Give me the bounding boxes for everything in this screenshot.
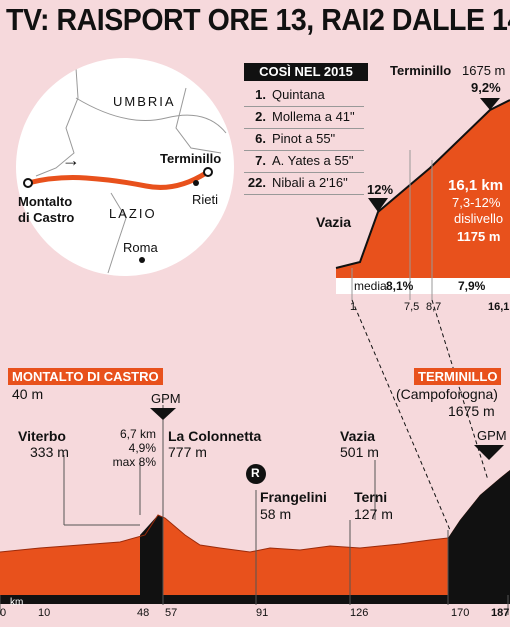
standings-pos: 7. bbox=[255, 153, 266, 168]
km-tick: 0 bbox=[0, 607, 7, 619]
profile-start-alt: 40 m bbox=[12, 386, 44, 402]
standings-text: A. Yates a 55" bbox=[272, 153, 354, 168]
place-colonnetta-name: La Colonnetta bbox=[168, 428, 262, 444]
climb1-length: 6,7 km bbox=[119, 427, 156, 441]
climb-summit-name: Terminillo bbox=[390, 63, 452, 78]
climb1-grade: 4,9% bbox=[128, 441, 156, 455]
climb-avg: 8,1% bbox=[386, 279, 414, 293]
km-tick: 170 bbox=[451, 607, 470, 619]
climb-km-2: 7,5 bbox=[404, 301, 420, 313]
map-lines bbox=[23, 67, 227, 274]
climb-max-grade: 9,2% bbox=[471, 80, 501, 95]
standings-text: Quintana bbox=[272, 87, 325, 102]
map-region-lazio: LAZIO bbox=[109, 206, 157, 221]
place-viterbo-name: Viterbo bbox=[18, 428, 66, 444]
climb-km-3: 8,7 bbox=[426, 301, 442, 313]
r-marker-icon: R bbox=[251, 466, 260, 480]
profile-start-name: MONTALTO DI CASTRO bbox=[8, 368, 163, 385]
km-tick: 48 bbox=[137, 607, 150, 619]
map-finish-label: Terminillo bbox=[160, 151, 222, 166]
standings-row: 6. Pinot a 55" bbox=[244, 128, 364, 151]
climb-start-name: Vazia bbox=[316, 214, 352, 230]
standings-pos: 1. bbox=[255, 87, 266, 102]
place-vazia-alt: 501 m bbox=[340, 444, 379, 460]
map-city-rieti: Rieti bbox=[192, 192, 219, 207]
place-vazia-name: Vazia bbox=[340, 428, 376, 444]
km-tick: 91 bbox=[256, 607, 269, 619]
map-city-roma: Roma bbox=[123, 240, 158, 255]
standings-title: COSÌ NEL 2015 bbox=[244, 63, 368, 81]
standings-text: Nibali a 2'16" bbox=[272, 175, 348, 190]
climb-gain: 1175 m bbox=[457, 229, 501, 244]
km-tick: 126 bbox=[350, 607, 369, 619]
headline: TV: RAISPORT ORE 13, RAI2 DALLE 14 bbox=[6, 2, 510, 37]
climb-gain-label: dislivello bbox=[454, 211, 504, 226]
gpm-label-1: GPM bbox=[151, 391, 181, 406]
profile-finish-alt: 1675 m bbox=[448, 403, 495, 419]
climb-grade-range: 7,3-12% bbox=[452, 195, 501, 210]
km-tick: 10 bbox=[38, 607, 51, 619]
climb-summit-alt: 1675 m bbox=[462, 63, 506, 78]
place-frangelini-name: Frangelini bbox=[260, 489, 327, 505]
standings-row: 1. Quintana bbox=[244, 84, 364, 107]
climb-km-1: 1 bbox=[350, 301, 357, 313]
km-tick: 187 bbox=[491, 607, 510, 619]
profile-finish-sub: (Campoforogna) bbox=[396, 386, 498, 402]
standings-text: Pinot a 55" bbox=[272, 131, 336, 146]
climb-avg2: 7,9% bbox=[458, 279, 486, 293]
profile-finish-name: TERMINILLO bbox=[414, 368, 502, 385]
km-label: km bbox=[10, 597, 24, 608]
climb1-max: max 8% bbox=[112, 455, 156, 469]
km-tick: 57 bbox=[165, 607, 178, 619]
place-frangelini-alt: 58 m bbox=[260, 506, 292, 522]
standings-pos: 2. bbox=[255, 109, 266, 124]
place-viterbo-alt: 333 m bbox=[30, 444, 69, 460]
place-terni-alt: 127 m bbox=[354, 506, 393, 522]
standings-row: 22. Nibali a 2'16" bbox=[244, 172, 364, 195]
climb-avg-label: media bbox=[354, 279, 387, 293]
gpm-label-2: GPM bbox=[477, 428, 507, 443]
climb-mid-grade: 12% bbox=[367, 182, 394, 197]
map-start-label: Montalto di Castro bbox=[18, 194, 75, 225]
climb1-stats: 6,7 km 4,9% max 8% bbox=[108, 427, 156, 469]
direction-arrow-icon: → bbox=[62, 150, 80, 170]
map-region-umbria: UMBRIA bbox=[113, 94, 176, 109]
climb-length: 16,1 km bbox=[448, 177, 504, 194]
standings-row: 7. A. Yates a 55" bbox=[244, 150, 364, 173]
standings-pos: 6. bbox=[255, 131, 266, 146]
standings-text: Mollema a 41" bbox=[272, 109, 355, 124]
standings-pos: 22. bbox=[247, 175, 266, 190]
place-colonnetta-alt: 777 m bbox=[168, 444, 207, 460]
route-map bbox=[16, 58, 234, 276]
standings-row: 2. Mollema a 41" bbox=[244, 106, 364, 129]
place-terni-name: Terni bbox=[354, 489, 388, 505]
climb-km-4: 16,1 bbox=[488, 301, 510, 313]
